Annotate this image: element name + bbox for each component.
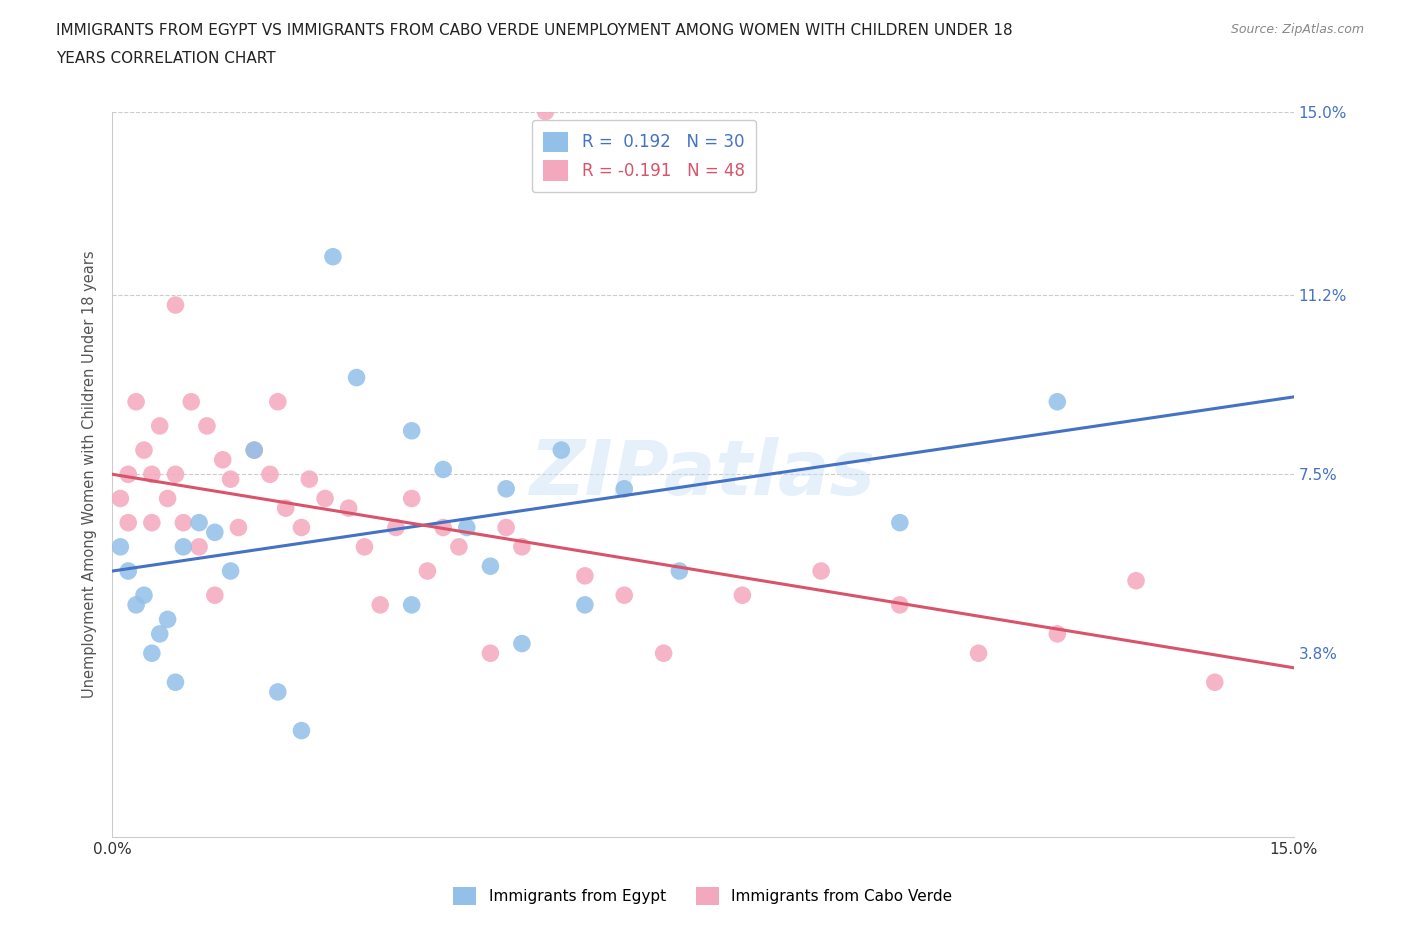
Point bbox=[141, 515, 163, 530]
Point bbox=[401, 423, 423, 438]
Point bbox=[401, 491, 423, 506]
Point bbox=[613, 482, 636, 497]
Point bbox=[219, 472, 242, 486]
Legend: Immigrants from Egypt, Immigrants from Cabo Verde: Immigrants from Egypt, Immigrants from C… bbox=[446, 879, 960, 913]
Point bbox=[889, 515, 911, 530]
Text: ZIPatlas: ZIPatlas bbox=[530, 437, 876, 512]
Point bbox=[652, 645, 675, 660]
Point bbox=[125, 394, 148, 409]
Point bbox=[204, 588, 226, 603]
Point bbox=[267, 684, 290, 699]
Point bbox=[385, 520, 408, 535]
Point bbox=[243, 443, 266, 458]
Point bbox=[613, 588, 636, 603]
Point bbox=[510, 636, 533, 651]
Point bbox=[267, 394, 290, 409]
Point bbox=[479, 559, 502, 574]
Point bbox=[401, 597, 423, 612]
Point bbox=[188, 515, 211, 530]
Point bbox=[125, 597, 148, 612]
Point bbox=[668, 564, 690, 578]
Point bbox=[132, 443, 155, 458]
Text: YEARS CORRELATION CHART: YEARS CORRELATION CHART bbox=[56, 51, 276, 66]
Point bbox=[731, 588, 754, 603]
Point bbox=[368, 597, 391, 612]
Point bbox=[495, 482, 517, 497]
Point bbox=[290, 520, 312, 535]
Point bbox=[1046, 627, 1069, 642]
Point bbox=[510, 539, 533, 554]
Point bbox=[1046, 394, 1069, 409]
Y-axis label: Unemployment Among Women with Children Under 18 years: Unemployment Among Women with Children U… bbox=[82, 250, 97, 698]
Point bbox=[290, 724, 312, 738]
Point bbox=[353, 539, 375, 554]
Point bbox=[479, 645, 502, 660]
Point bbox=[117, 564, 139, 578]
Point bbox=[172, 515, 194, 530]
Point bbox=[149, 418, 172, 433]
Point bbox=[165, 675, 187, 690]
Point bbox=[149, 627, 172, 642]
Point bbox=[259, 467, 281, 482]
Point bbox=[243, 443, 266, 458]
Point bbox=[188, 539, 211, 554]
Point bbox=[447, 539, 470, 554]
Point bbox=[456, 520, 478, 535]
Point bbox=[141, 467, 163, 482]
Point bbox=[534, 104, 557, 119]
Point bbox=[156, 491, 179, 506]
Text: Source: ZipAtlas.com: Source: ZipAtlas.com bbox=[1230, 23, 1364, 36]
Point bbox=[346, 370, 368, 385]
Point bbox=[1125, 573, 1147, 588]
Point bbox=[889, 597, 911, 612]
Point bbox=[274, 500, 297, 515]
Point bbox=[1204, 675, 1226, 690]
Point bbox=[219, 564, 242, 578]
Point bbox=[141, 645, 163, 660]
Point bbox=[416, 564, 439, 578]
Point bbox=[117, 515, 139, 530]
Point bbox=[574, 597, 596, 612]
Point bbox=[314, 491, 336, 506]
Point bbox=[110, 539, 132, 554]
Point bbox=[204, 525, 226, 539]
Point bbox=[810, 564, 832, 578]
Point bbox=[967, 645, 990, 660]
Point bbox=[172, 539, 194, 554]
Point bbox=[195, 418, 218, 433]
Point bbox=[432, 462, 454, 477]
Point bbox=[156, 612, 179, 627]
Text: IMMIGRANTS FROM EGYPT VS IMMIGRANTS FROM CABO VERDE UNEMPLOYMENT AMONG WOMEN WIT: IMMIGRANTS FROM EGYPT VS IMMIGRANTS FROM… bbox=[56, 23, 1012, 38]
Point bbox=[550, 443, 572, 458]
Point bbox=[110, 491, 132, 506]
Legend: R =  0.192   N = 30, R = -0.191   N = 48: R = 0.192 N = 30, R = -0.191 N = 48 bbox=[531, 120, 756, 193]
Point bbox=[228, 520, 250, 535]
Point bbox=[337, 500, 360, 515]
Point bbox=[574, 568, 596, 583]
Point bbox=[117, 467, 139, 482]
Point bbox=[180, 394, 202, 409]
Point bbox=[165, 298, 187, 312]
Point bbox=[298, 472, 321, 486]
Point bbox=[322, 249, 344, 264]
Point bbox=[432, 520, 454, 535]
Point bbox=[165, 467, 187, 482]
Point bbox=[211, 452, 233, 467]
Point bbox=[132, 588, 155, 603]
Point bbox=[495, 520, 517, 535]
